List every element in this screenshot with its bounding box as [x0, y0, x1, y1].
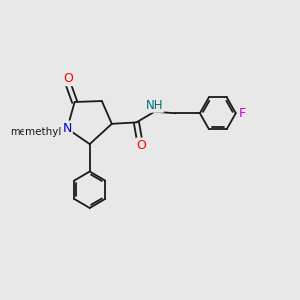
Text: methyl: methyl	[25, 127, 61, 136]
Text: O: O	[136, 139, 146, 152]
Text: F: F	[238, 107, 246, 120]
Text: methyl: methyl	[10, 127, 44, 136]
Text: NH: NH	[146, 99, 163, 112]
Text: methyl: methyl	[22, 127, 61, 136]
Text: O: O	[63, 72, 73, 85]
Text: N: N	[62, 122, 72, 134]
